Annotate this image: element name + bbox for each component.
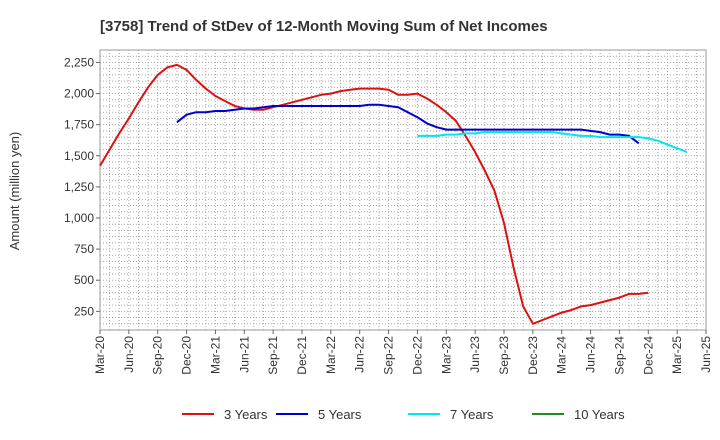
x-tick-label: Jun-24 [584,336,598,373]
x-tick-label: Jun-20 [122,336,136,373]
y-tick-label: 1,750 [64,118,94,132]
x-tick-label: Sep-22 [382,336,396,375]
x-tick-label: Sep-24 [612,336,626,375]
legend-item-5-years: 5 Years [276,407,362,422]
x-tick-label: Mar-25 [670,336,684,374]
series-line-7-years [417,131,688,153]
y-axis-label: Amount (million yen) [7,132,22,251]
x-tick-label: Dec-20 [180,336,194,375]
series-line-3-years [99,63,649,325]
x-tick-label: Jun-23 [468,336,482,373]
x-tick-label: Sep-20 [151,336,165,375]
y-tick-label: 2,000 [64,87,94,101]
x-tick-label: Dec-21 [295,336,309,375]
legend-label: 10 Years [574,407,625,422]
x-tick-label: Dec-24 [641,336,655,375]
legend: 3 Years 5 Years 7 Years 10 Years [182,407,625,422]
legend-item-10-years: 10 Years [532,407,625,422]
legend-label: 5 Years [318,407,362,422]
x-tick-label: Mar-23 [439,336,453,374]
x-tick-label: Mar-24 [555,336,569,374]
x-tick-label: Mar-22 [324,336,338,374]
x-tick-label: Jun-22 [353,336,367,373]
x-tick-label: Mar-21 [208,336,222,374]
legend-label: 7 Years [450,407,494,422]
y-tick-label: 250 [74,304,94,318]
chart-title: [3758] Trend of StDev of 12-Month Moving… [100,18,548,35]
x-tick-label: Dec-23 [526,336,540,375]
plot-area: 250 500 750 1,000 1,250 1,500 1,750 2,000 2,250 M… [64,49,713,375]
legend-item-3-years: 3 Years [182,407,268,422]
x-tick-label: Jun-21 [237,336,251,373]
x-tick-label: Sep-21 [266,336,280,375]
x-tick-label: Dec-22 [410,336,424,375]
series-line-5-years [176,103,640,145]
y-tick-label: 1,250 [64,180,94,194]
y-tick-label: 1,000 [64,211,94,225]
legend-item-7-years: 7 Years [408,407,494,422]
legend-label: 3 Years [224,407,268,422]
plot-frame [99,49,707,331]
x-tick-label: Jun-25 [699,336,713,373]
y-tick-label: 1,500 [64,149,94,163]
x-tick-label: Sep-23 [497,336,511,375]
y-tick-label: 2,250 [64,55,94,69]
x-tick-label: Mar-20 [93,336,107,374]
y-tick-label: 750 [74,242,94,256]
y-tick-label: 500 [74,273,94,287]
